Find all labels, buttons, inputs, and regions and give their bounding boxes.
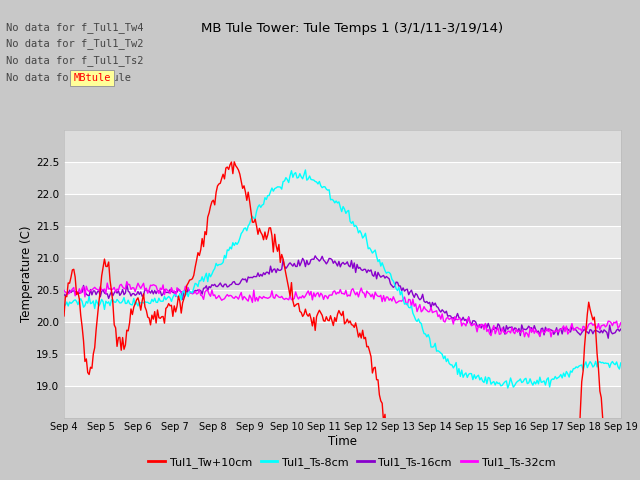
Bar (64, 385, 621, 418)
Text: No data for f_Tul1_Tw4: No data for f_Tul1_Tw4 (6, 22, 144, 33)
Bar (64, 226, 621, 258)
Text: No data for f_Tul1_Tw2: No data for f_Tul1_Tw2 (6, 38, 144, 49)
Bar (64, 193, 621, 226)
Bar (64, 354, 621, 385)
X-axis label: Time: Time (328, 435, 357, 448)
Bar (64, 289, 621, 322)
Y-axis label: Temperature (C): Temperature (C) (20, 225, 33, 322)
Text: MB Tule Tower: Tule Temps 1 (3/1/11-3/19/14): MB Tule Tower: Tule Temps 1 (3/1/11-3/19… (201, 22, 503, 35)
Bar (64, 130, 621, 162)
Bar (64, 162, 621, 193)
Text: MBtule: MBtule (74, 73, 111, 83)
Text: No data for f_MBtule: No data for f_MBtule (6, 72, 131, 83)
Bar (64, 258, 621, 289)
Bar (64, 322, 621, 354)
Legend: Tul1_Tw+10cm, Tul1_Ts-8cm, Tul1_Ts-16cm, Tul1_Ts-32cm: Tul1_Tw+10cm, Tul1_Ts-8cm, Tul1_Ts-16cm,… (144, 452, 560, 472)
Text: No data for f_Tul1_Ts2: No data for f_Tul1_Ts2 (6, 55, 144, 66)
